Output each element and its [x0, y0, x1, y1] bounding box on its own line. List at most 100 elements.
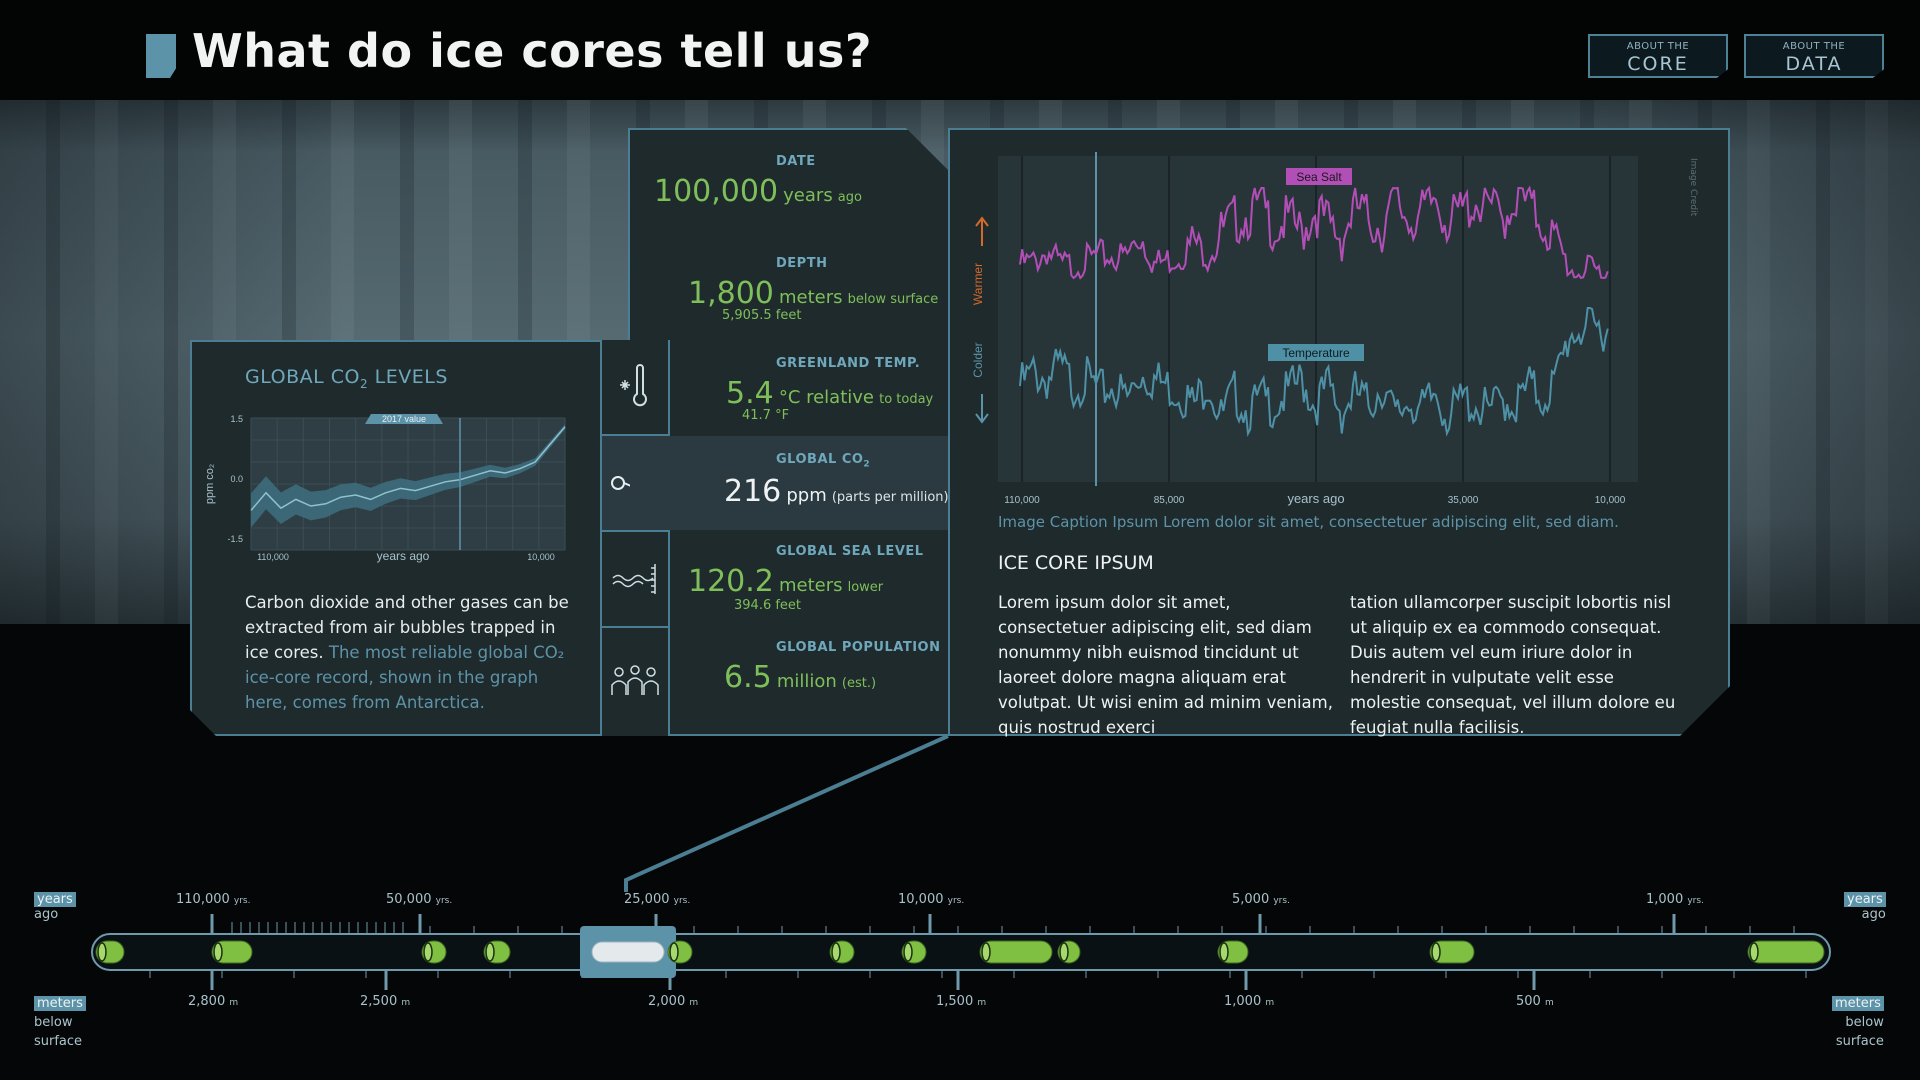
core-timeline[interactable]	[0, 900, 1920, 1000]
sample-end	[903, 942, 913, 962]
sea-level-icon	[612, 564, 656, 594]
sample-end	[1431, 942, 1441, 962]
main-xtick: 35,000	[1448, 495, 1479, 506]
core-sample[interactable]	[1429, 940, 1475, 964]
year-tick-value: 1,000	[1646, 892, 1684, 907]
meters-axis-label-right: meters below surface	[1832, 994, 1884, 1051]
thermometer-tab[interactable]	[602, 340, 668, 436]
core-sample[interactable]	[483, 940, 511, 964]
core-sample[interactable]	[1217, 940, 1249, 964]
main-xtick: 85,000	[1154, 495, 1185, 506]
depth-tick-label: 2,000 m	[648, 994, 698, 1009]
core-sample[interactable]	[901, 940, 927, 964]
stat-alt-value: 394.6	[734, 598, 772, 613]
main-xtick: 10,000	[1595, 495, 1626, 506]
core-sample[interactable]	[1747, 940, 1825, 964]
icon-column	[600, 340, 670, 736]
year-tick-label: 10,000 yrs.	[898, 892, 964, 907]
warmer-label: Warmer	[971, 263, 985, 305]
temperature-label: Temperature	[1282, 346, 1350, 360]
colder-label: Colder	[971, 342, 985, 377]
meters-tag: meters	[34, 996, 86, 1011]
meters-sub2: surface	[1835, 1034, 1884, 1049]
button-label: DATA	[1785, 53, 1843, 75]
selected-core-sample[interactable]	[580, 926, 676, 978]
years-tag: years	[34, 892, 76, 907]
stat-unit: meters	[778, 575, 843, 596]
colder-arrow-icon	[975, 394, 989, 424]
co2-annotation-tab	[365, 414, 443, 424]
stat-value-row: 120.2 meters lower	[688, 564, 883, 599]
stat-value-row: 216 ppm (parts per million)	[724, 474, 949, 509]
stat-suffix: below surface	[847, 292, 939, 307]
header-bar: What do ice cores tell us? ABOUT THE COR…	[0, 0, 1920, 100]
years-sub: ago	[34, 907, 59, 922]
meters-tag: meters	[1832, 996, 1884, 1011]
year-tick-value: 25,000	[624, 892, 670, 907]
sample-end	[213, 942, 223, 962]
section-heading: ICE CORE IPSUM	[998, 552, 1154, 574]
year-tick-unit: yrs.	[233, 896, 251, 906]
stat-greenland-temp: GREENLAND TEMP. 5.4 °C relative to today…	[630, 350, 948, 430]
depth-tick-label: 2,800 m	[188, 994, 238, 1009]
about-the-core-button[interactable]: ABOUT THE CORE	[1588, 34, 1728, 78]
core-sample[interactable]	[829, 940, 855, 964]
about-the-data-button[interactable]: ABOUT THE DATA	[1744, 34, 1884, 78]
stat-unit: ppm	[786, 485, 827, 506]
title-marker-icon	[146, 34, 176, 78]
stat-label: GLOBAL POPULATION	[776, 640, 941, 655]
stat-unit: °C relative	[778, 387, 874, 408]
core-sample[interactable]	[421, 940, 447, 964]
depth-tick-unit: m	[229, 998, 239, 1008]
year-tick-unit: yrs.	[1273, 896, 1290, 906]
meters-sub1: below	[1845, 1015, 1884, 1030]
year-tick-label: 1,000 yrs.	[1646, 892, 1704, 907]
stat-value-row: 5.4 °C relative to today	[726, 376, 933, 411]
sample-body	[211, 940, 253, 964]
co2-title-end: LEVELS	[368, 366, 448, 388]
button-label: CORE	[1627, 53, 1689, 75]
sample-end	[669, 942, 679, 962]
stat-label-text: GLOBAL CO	[776, 452, 864, 467]
stat-suffix: lower	[847, 580, 884, 595]
main-chart: Sea Salt Temperature Warmer Colder 110,0…	[971, 152, 1638, 506]
sample-end	[981, 942, 991, 962]
population-tab[interactable]	[602, 628, 668, 734]
sample-end	[485, 942, 495, 962]
year-tick-value: 110,000	[176, 892, 230, 907]
core-samples	[95, 926, 1825, 978]
page-title: What do ice cores tell us?	[192, 24, 873, 78]
stat-label: DEPTH	[776, 256, 828, 271]
meters-sub2: surface	[34, 1034, 83, 1049]
stat-unit: meters	[778, 287, 843, 308]
year-tick-unit: yrs.	[1687, 896, 1704, 906]
sample-body	[979, 940, 1053, 964]
image-caption: Image Caption Ipsum Lorem dolor sit amet…	[998, 513, 1619, 531]
co2-panel-title: GLOBAL CO2 LEVELS	[245, 366, 448, 391]
core-sample[interactable]	[95, 940, 125, 964]
stat-value: 5.4	[726, 376, 774, 411]
co2-annotation: 2017 value	[382, 414, 426, 424]
meters-axis-label: meters below surface	[34, 994, 86, 1051]
stat-alt-row: 5,905.5 feet	[722, 308, 801, 323]
year-tick-unit: yrs.	[947, 896, 965, 906]
core-sample[interactable]	[1057, 940, 1081, 964]
thermometer-icon	[620, 364, 647, 407]
co2-title-text: GLOBAL CO	[245, 366, 360, 388]
sample-end	[1059, 942, 1069, 962]
core-sample[interactable]	[667, 940, 693, 964]
stat-value: 100,000	[654, 174, 779, 209]
depth-tick-value: 2,500	[360, 994, 398, 1009]
depth-tick-label: 1,500 m	[936, 994, 986, 1009]
temperature-series-line	[1019, 307, 1609, 438]
co2-text-highlight: The most reliable global CO₂ ice-core re…	[245, 643, 565, 712]
core-sample[interactable]	[979, 940, 1053, 964]
stat-alt-row: 41.7 °F	[742, 408, 789, 423]
main-grid	[1021, 156, 1611, 482]
core-sample[interactable]	[211, 940, 253, 964]
sea-level-tab[interactable]	[602, 532, 668, 628]
stat-alt-unit: feet	[775, 598, 802, 613]
co2-xtick: 110,000	[257, 552, 289, 562]
year-tick-label: 50,000 yrs.	[386, 892, 452, 907]
stat-label: GLOBAL CO2	[776, 452, 870, 470]
